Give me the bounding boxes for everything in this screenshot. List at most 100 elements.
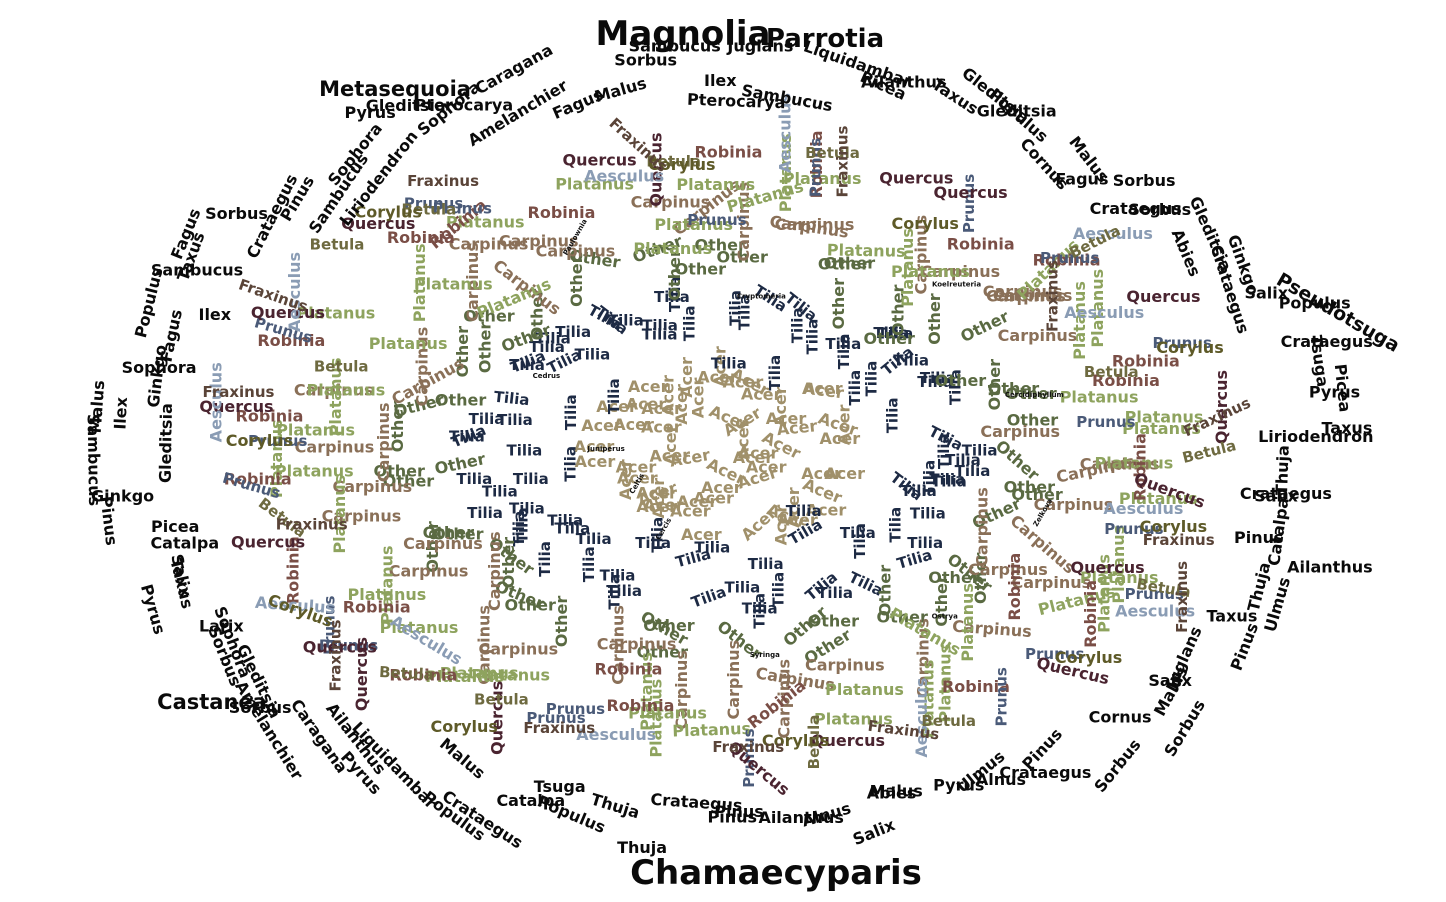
word-acer: Acer (643, 496, 684, 515)
word-tilia: Tilia (840, 524, 876, 542)
word-acer: Acer (701, 478, 742, 497)
word-aesculus: Aesculus (1064, 303, 1144, 322)
word-outer: Crataegus (1240, 484, 1332, 503)
word-acer: Acer (677, 492, 718, 511)
word-platanus: Platanus (676, 175, 755, 194)
word-corylus: Corylus (891, 214, 958, 233)
word-outer: Sambucus (84, 414, 105, 507)
word-outer: Catalpa (496, 791, 565, 810)
word-tilia: Tilia (804, 319, 822, 355)
word-outer: Sambucus (629, 36, 721, 55)
word-platanus: Platanus (628, 704, 707, 723)
word-acer: Acer (746, 458, 787, 477)
word-tilia: Tilia (497, 411, 533, 429)
word-corylus: Corylus (354, 202, 421, 221)
word-acer: Acer (723, 373, 764, 392)
word-robinia: Robinia (694, 143, 762, 162)
word-outer: Catalpa (150, 533, 219, 552)
word-corylus: Corylus (1156, 338, 1223, 357)
word-robinia: Robinia (606, 696, 674, 715)
word-acer: Acer (661, 424, 680, 465)
word-other: Other (476, 322, 495, 373)
word-fraxinus: Fraxinus (1043, 260, 1061, 332)
word-other: Other (505, 595, 556, 614)
word-platanus: Platanus (326, 358, 345, 437)
word-tilia: Tilia (945, 451, 981, 469)
word-acer: Acer (771, 386, 790, 427)
word-outer: Juglans (726, 36, 793, 55)
word-aesculus: Aesculus (1103, 499, 1183, 518)
word-acer: Acer (670, 502, 711, 521)
word-platanus: Platanus (410, 244, 429, 323)
word-tilia: Tilia (535, 330, 571, 348)
word-carpinus: Carpinus (775, 215, 855, 234)
word-other: Other (435, 391, 486, 410)
word-other: Other (432, 525, 483, 544)
word-outer: Malus (86, 380, 109, 434)
word-tilia: Tilia (736, 294, 754, 330)
word-carpinus: Carpinus (973, 487, 992, 567)
word-tilia: Tilia (921, 460, 939, 496)
word-acer: Acer (636, 497, 677, 516)
word-prunus: Prunus (807, 138, 825, 197)
word-quercus: Quercus (231, 532, 305, 551)
word-tilia: Tilia (907, 534, 943, 552)
word-carpinus: Carpinus (968, 560, 1048, 579)
word-platanus: Platanus (1109, 525, 1128, 604)
word-carpinus: Carpinus (403, 534, 483, 553)
word-acer: Acer (835, 404, 854, 445)
word-tilia: Tilia (605, 378, 623, 414)
word-outer: Thuja (617, 838, 667, 857)
word-tilia: Tilia (529, 338, 565, 356)
word-outer: Pyrus (933, 776, 984, 795)
word-other: Other (374, 461, 425, 480)
word-robinia: Robinia (389, 665, 457, 684)
word-platanus: Platanus (1080, 568, 1159, 587)
word-other: Other (1004, 477, 1055, 496)
word-platanus: Platanus (654, 215, 733, 234)
word-tilia: Tilia (742, 599, 778, 617)
word-platanus: Platanus (380, 618, 459, 637)
word-prunus: Prunus (319, 636, 378, 654)
word-outer: Picea (1331, 363, 1355, 413)
word-aesculus: Aesculus (912, 678, 931, 758)
word-acer: Acer (777, 510, 818, 529)
word-prunus: Prunus (992, 667, 1010, 726)
word-tilia: Tilia (929, 470, 965, 488)
word-carpinus: Carpinus (463, 242, 482, 322)
word-acer: Acer (738, 443, 779, 462)
word-outer: Pyrus (344, 103, 395, 122)
word-tilia: Tilia (920, 369, 956, 387)
word-quercus: Quercus (811, 731, 885, 750)
word-tilia: Tilia (509, 356, 545, 374)
word-tilia: Tilia (580, 546, 598, 582)
word-tilia: Tilia (608, 312, 644, 330)
word-aesculus: Aesculus (775, 93, 794, 173)
word-platanus: Platanus (276, 421, 355, 440)
word-outer: Ilex (110, 396, 131, 430)
word-robinia: Robinia (595, 659, 663, 678)
word-tilia: Tilia (851, 523, 869, 559)
word-acer: Acer (693, 489, 734, 508)
word-tilia: Tilia (467, 504, 503, 522)
word-rare: Koelreuteria (932, 280, 981, 288)
word-carpinus: Carpinus (980, 422, 1060, 441)
word-robinia: Robinia (224, 470, 292, 489)
word-acer: Acer (741, 384, 782, 404)
word-other: Other (877, 608, 928, 627)
word-outer: Picea (151, 517, 199, 536)
word-tilia: Tilia (935, 433, 953, 469)
word-tilia: Tilia (482, 483, 518, 501)
word-quercus: Quercus (1212, 370, 1231, 444)
word-outer: Salix (850, 815, 898, 849)
word-betula: Betula (805, 144, 860, 162)
word-acer: Acer (677, 357, 696, 398)
word-prunus: Prunus (546, 700, 605, 718)
word-other: Other (928, 568, 979, 587)
word-platanus: Platanus (783, 169, 862, 188)
word-carpinus: Carpinus (389, 562, 469, 581)
word-quercus: Quercus (879, 169, 953, 188)
word-acer: Acer (819, 429, 860, 448)
word-outer: Sophora (122, 358, 197, 377)
word-outer: Salix (1254, 486, 1298, 505)
